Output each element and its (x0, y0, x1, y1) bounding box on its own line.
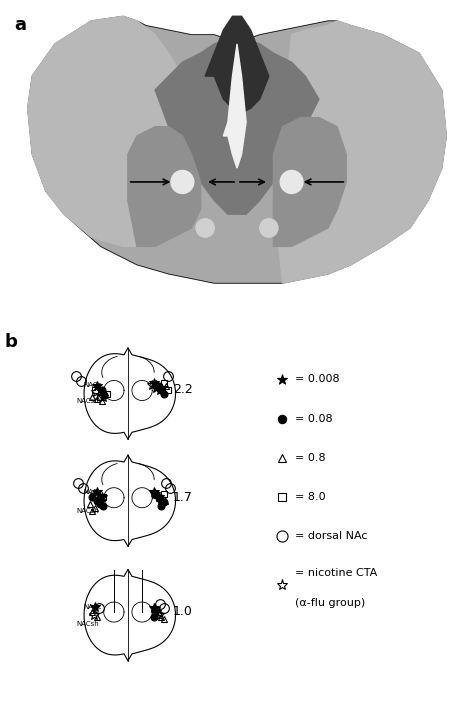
Text: = nicotine CTA: = nicotine CTA (295, 569, 377, 578)
Polygon shape (128, 127, 201, 246)
Text: NACc: NACc (83, 382, 102, 388)
Circle shape (196, 219, 214, 237)
Text: NACsh: NACsh (76, 621, 99, 627)
Text: = 0.08: = 0.08 (295, 413, 332, 423)
Text: NACsh: NACsh (76, 508, 99, 515)
Text: 1.0: 1.0 (173, 605, 193, 618)
Text: NACc: NACc (83, 603, 102, 610)
Text: 2.2: 2.2 (173, 384, 193, 396)
Polygon shape (273, 21, 447, 283)
Text: = 0.8: = 0.8 (295, 452, 325, 462)
Polygon shape (205, 16, 269, 113)
Text: 1.7: 1.7 (173, 491, 193, 503)
Text: b: b (5, 333, 18, 350)
Text: = 8.0: = 8.0 (295, 492, 325, 502)
Polygon shape (27, 16, 447, 283)
Text: (α-flu group): (α-flu group) (295, 598, 365, 607)
Circle shape (171, 171, 194, 193)
Polygon shape (223, 44, 246, 169)
Polygon shape (273, 118, 346, 246)
Circle shape (280, 171, 303, 193)
Text: a: a (14, 16, 26, 34)
Text: NACsh: NACsh (76, 398, 99, 404)
Polygon shape (155, 40, 319, 214)
Text: = dorsal NAc: = dorsal NAc (295, 531, 367, 541)
Text: NACc: NACc (83, 489, 102, 495)
Circle shape (260, 219, 278, 237)
Text: = 0.008: = 0.008 (295, 375, 339, 384)
Polygon shape (27, 16, 191, 246)
